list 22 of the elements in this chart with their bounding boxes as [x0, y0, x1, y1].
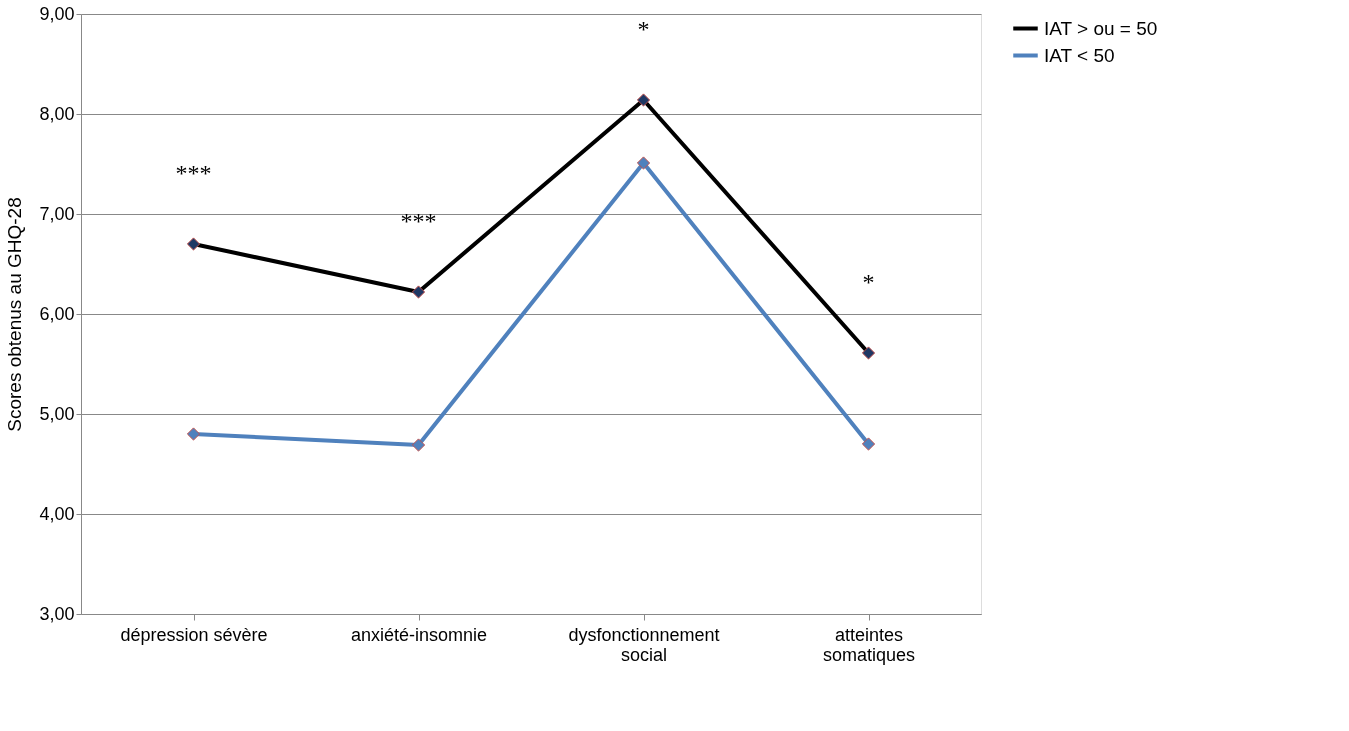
y-tick-label: 5,00	[39, 403, 75, 424]
x-tick-label: anxiété-insomnie	[350, 624, 488, 645]
y-tick-label: 3,00	[39, 603, 75, 624]
point	[861, 437, 876, 451]
annotation: *	[862, 269, 875, 295]
x-tick-label: dépression sévère	[120, 624, 268, 645]
y-tick-label: 9,00	[39, 3, 75, 24]
legend-label: IAT > ou = 50	[1044, 17, 1158, 39]
legend-label: IAT < 50	[1044, 44, 1115, 66]
y-tick-label: 4,00	[39, 503, 75, 524]
x-tick-label: atteintes somatiques	[822, 624, 916, 665]
point	[186, 427, 201, 441]
annotation: *	[637, 16, 650, 42]
y-tick-label: 6,00	[39, 303, 75, 324]
point	[636, 156, 651, 170]
y-tick-label: 8,00	[39, 103, 75, 124]
annotation: ***	[400, 208, 437, 234]
annotation: ***	[175, 160, 212, 186]
y-axis-title: Scores obtenus au GHQ-28	[4, 197, 26, 432]
y-tick-label: 7,00	[39, 203, 75, 224]
point	[411, 438, 426, 452]
x-tick-label: dysfonctionnement social	[568, 624, 720, 665]
